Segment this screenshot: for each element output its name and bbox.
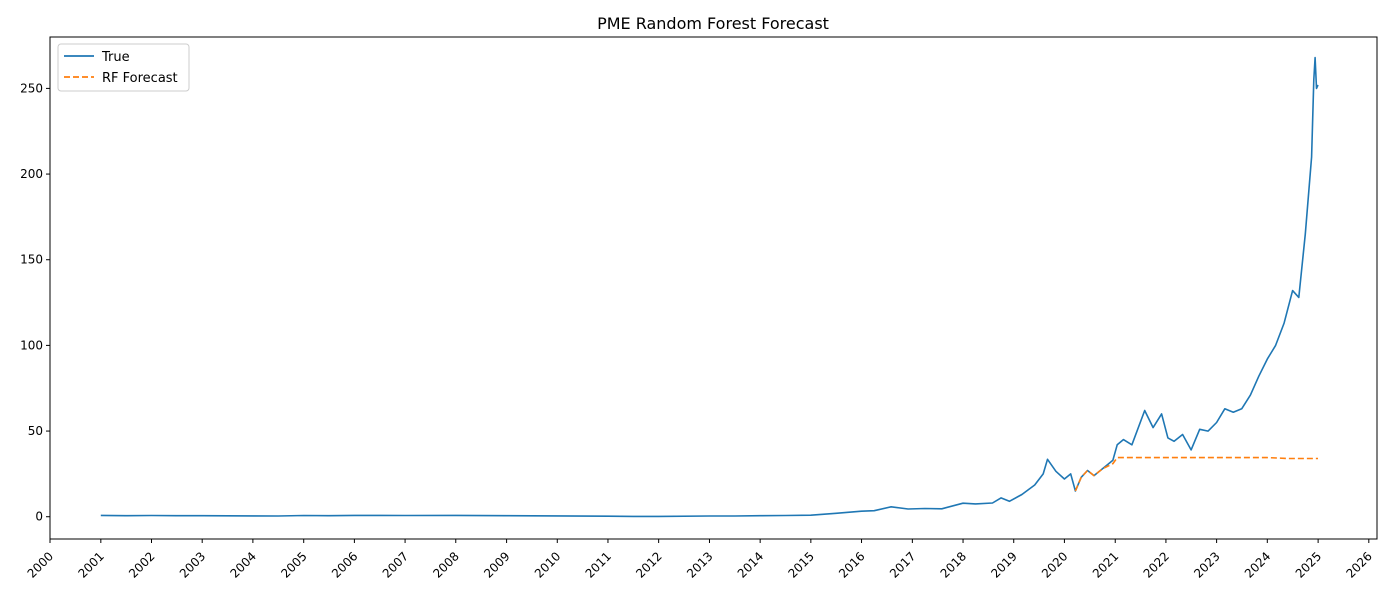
- y-tick-label: 200: [20, 167, 43, 181]
- x-tick-label: 2011: [583, 549, 614, 580]
- series-line-rf-forecast: [1074, 456, 1318, 492]
- x-tick-label: 2017: [887, 549, 918, 580]
- plot-area-frame: [49, 36, 1378, 540]
- y-tick-label: 100: [20, 338, 43, 352]
- x-tick-label: 2007: [380, 549, 411, 580]
- x-tick-label: 2016: [836, 549, 867, 580]
- x-tick-label: 2002: [126, 549, 157, 580]
- x-tick-label: 2023: [1191, 549, 1222, 580]
- x-tick-label: 2001: [75, 549, 106, 580]
- x-tick-label: 2025: [1293, 549, 1324, 580]
- series-layer: [100, 56, 1319, 518]
- x-tick-label: 2026: [1343, 549, 1374, 580]
- series-line-true: [100, 56, 1319, 518]
- x-tick-label: 2021: [1090, 549, 1121, 580]
- x-tick-label: 2022: [1141, 549, 1172, 580]
- y-tick-label: 50: [28, 424, 43, 438]
- x-tick-label: 2009: [481, 549, 512, 580]
- x-tick-label: 2006: [329, 549, 360, 580]
- x-tick-label: 2012: [633, 549, 664, 580]
- y-tick-label: 0: [35, 510, 43, 524]
- x-tick-label: 2003: [177, 549, 208, 580]
- x-tick-label: 2020: [1039, 549, 1070, 580]
- x-tick-label: 2005: [278, 549, 309, 580]
- legend-label-rf-forecast: RF Forecast: [102, 71, 178, 86]
- legend: True RF Forecast: [57, 43, 190, 92]
- legend-label-true: True: [101, 50, 130, 65]
- x-tick-label: 2024: [1242, 549, 1273, 580]
- x-tick-label: 2019: [988, 549, 1019, 580]
- x-axis: 2000 2001 2002 2003 2004 2005 2006 2007 2008 2009…: [25, 539, 1375, 581]
- x-tick-label: 2000: [25, 549, 56, 580]
- x-tick-label: 2015: [785, 549, 816, 580]
- y-tick-label: 250: [20, 81, 43, 95]
- x-tick-label: 2018: [938, 549, 969, 580]
- x-tick-label: 2013: [684, 549, 715, 580]
- y-axis: 0 50 100 150 200 250: [20, 81, 50, 524]
- x-tick-label: 2008: [430, 549, 461, 580]
- x-tick-label: 2010: [532, 549, 563, 580]
- x-tick-label: 2014: [735, 549, 766, 580]
- y-tick-label: 150: [20, 253, 43, 267]
- chart-title: PME Random Forest Forecast: [597, 14, 829, 33]
- x-tick-label: 2004: [228, 549, 259, 580]
